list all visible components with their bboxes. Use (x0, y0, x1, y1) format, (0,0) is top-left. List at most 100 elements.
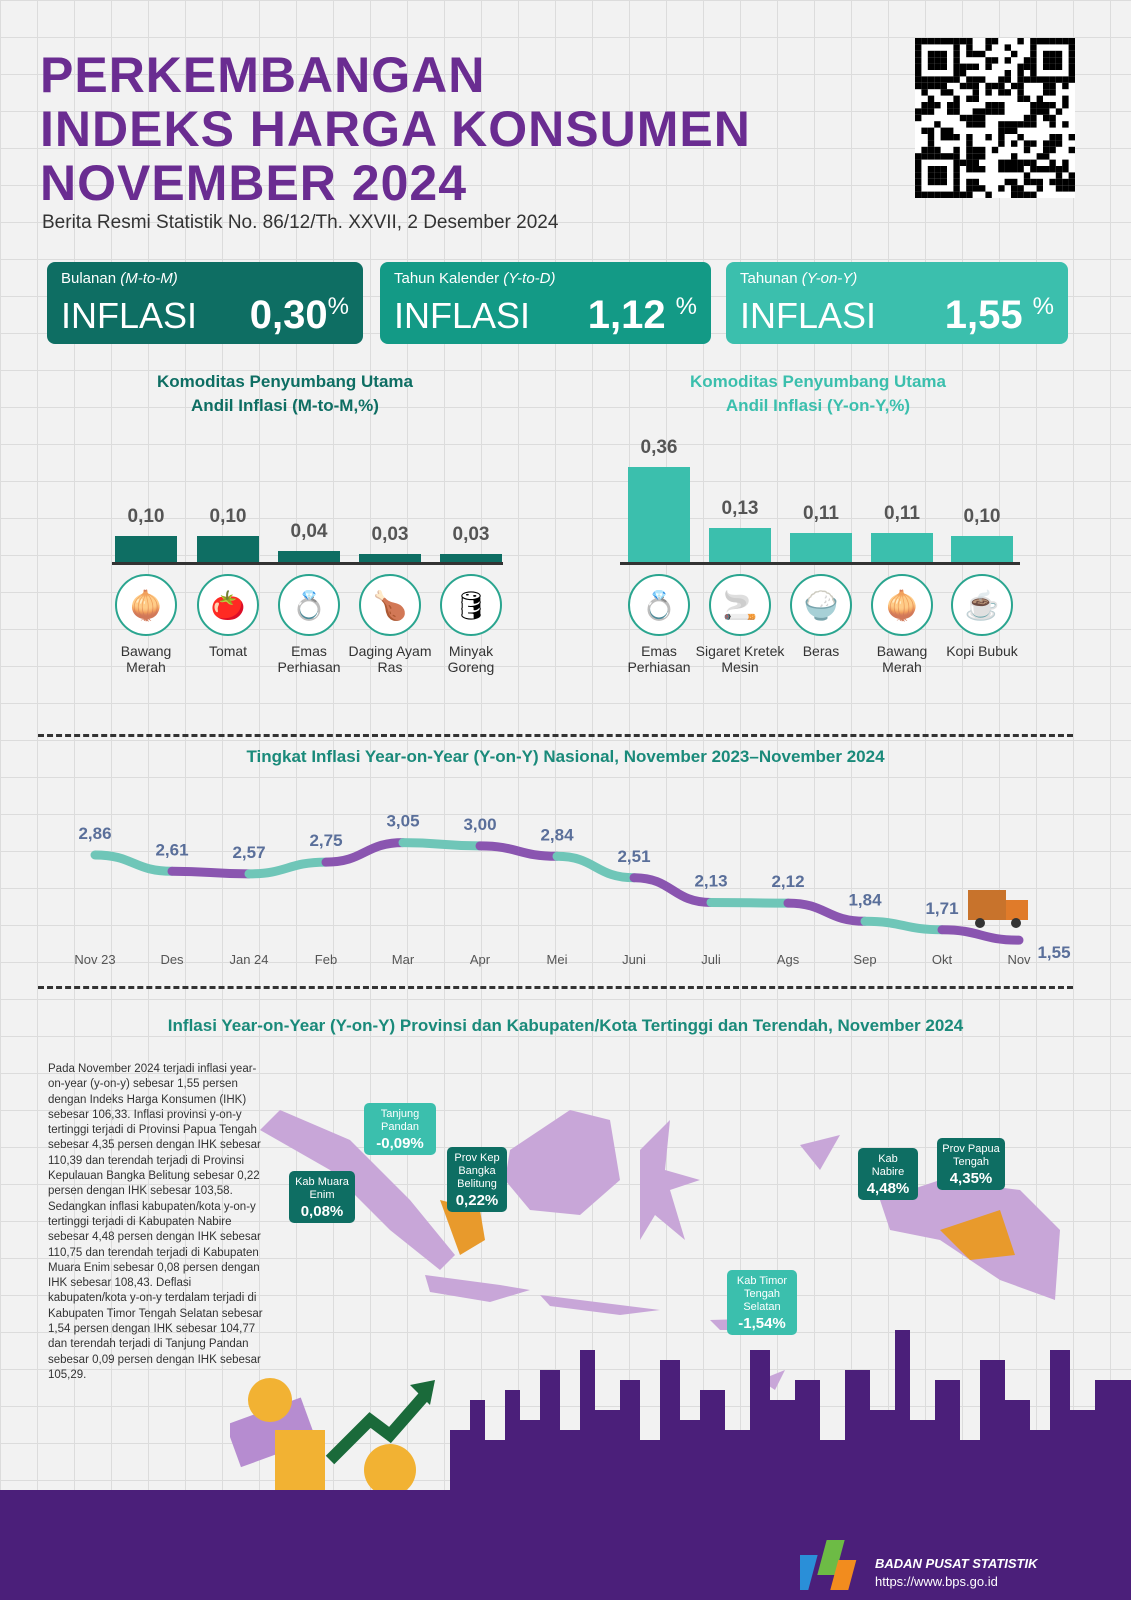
bar-value-label: 0,11 (803, 502, 839, 524)
rice-icon: 🍚 (790, 574, 852, 636)
bar (628, 466, 690, 562)
cigarette-icon: 🚬 (709, 574, 771, 636)
coffee-icon: ☕ (951, 574, 1013, 636)
yoy-chart-title: Komoditas Penyumbang Utama Andil Inflasi … (690, 372, 946, 415)
subtitle: Berita Resmi Statistik No. 86/12/Th. XXV… (42, 212, 559, 233)
x-tick-label: Juli (701, 952, 721, 967)
chicken-icon: 🍗 (359, 574, 421, 636)
x-tick-label: Des (160, 952, 184, 967)
line-segment (244, 857, 331, 879)
footer-band (0, 1490, 1131, 1600)
qr-code-icon[interactable] (915, 38, 1075, 198)
footer-org: BADAN PUSAT STATISTIK (875, 1556, 1038, 1571)
card-label: Bulanan (61, 270, 117, 287)
bar-value-label: 0,10 (127, 505, 165, 527)
bar (359, 554, 421, 562)
oil-icon: 🛢 (440, 574, 502, 636)
mtm-chart-title: Komoditas Penyumbang Utama Andil Inflasi … (157, 372, 413, 415)
line-segment (783, 898, 870, 926)
title-line: PERKEMBANGAN (40, 47, 486, 103)
line-segment (629, 873, 716, 907)
bar-category-label: Tomat (208, 643, 248, 659)
bar-value-label: 0,11 (884, 502, 920, 524)
bar-value-label: 0,36 (640, 436, 678, 458)
onion-icon: 🧅 (871, 574, 933, 636)
bar-value-label: 0,04 (290, 521, 328, 543)
bar-value-label: 0,10 (209, 505, 247, 527)
callout-nabire: Kab Nabire 4,48% (858, 1148, 918, 1200)
point-label: 2,12 (771, 872, 804, 891)
line-segment (321, 838, 408, 867)
description-paragraph: Pada November 2024 terjadi inflasi year-… (48, 1063, 263, 1381)
callout-timor-tengah-selatan: Kab Timor Tengah Selatan -1,54% (727, 1270, 797, 1335)
page-title: PERKEMBANGAN INDEKS HARGA KONSUMEN NOVEM… (40, 48, 751, 210)
card-word: INFLASI (394, 295, 531, 336)
point-label: 2,57 (232, 843, 265, 862)
line-segment (398, 838, 485, 851)
card-ytd: Tahun Kalender (Y-to-D) INFLASI 1,12 % (380, 262, 711, 344)
x-tick-label: Mei (547, 952, 568, 967)
point-label: 1,84 (848, 890, 882, 909)
title-line: NOVEMBER 2024 (40, 155, 468, 211)
x-tick-label: Feb (315, 952, 337, 967)
point-label: 2,84 (540, 825, 574, 844)
callout-tanjung-pandan: Tanjung Pandan -0,09% (364, 1103, 436, 1155)
line-segment (860, 916, 947, 935)
bar-category-label: Sigaret Kretek Mesin (695, 643, 785, 675)
bar (871, 532, 933, 562)
x-tick-label: Jan 24 (229, 952, 268, 967)
line-segment (552, 851, 639, 883)
bar-category-label: Bawang Merah (120, 643, 172, 675)
x-tick-label: Okt (932, 952, 953, 967)
jewelry-icon: 💍 (278, 574, 340, 636)
card-unit: % (675, 293, 697, 320)
bar-category-label: Emas Perhiasan (277, 643, 341, 675)
bps-logo-icon[interactable] (800, 1535, 870, 1595)
card-value: 0,30 (249, 293, 328, 337)
point-label: 2,86 (78, 824, 111, 843)
bar-category-label: Emas Perhiasan (627, 643, 691, 675)
indonesia-map (260, 1110, 1060, 1390)
line-segment (475, 841, 562, 861)
point-label: 3,05 (386, 812, 419, 831)
x-tick-label: Nov (1007, 952, 1031, 967)
bar-category-label: Kopi Bubuk (946, 643, 1018, 659)
x-tick-label: Juni (622, 952, 646, 967)
point-label: 2,51 (617, 847, 650, 866)
x-tick-label: Ags (777, 952, 800, 967)
bar (278, 551, 340, 562)
point-label: 3,00 (463, 815, 496, 834)
point-label: 2,13 (694, 871, 727, 890)
truck-icon (968, 890, 1028, 928)
x-tick-label: Apr (470, 952, 491, 967)
bar-axis (620, 562, 1020, 565)
card-unit: % (1032, 293, 1054, 320)
point-label: 2,75 (309, 831, 342, 850)
footer-url[interactable]: https://www.bps.go.id (875, 1574, 998, 1589)
bar-value-label: 0,10 (963, 505, 1001, 527)
line-chart: 2,86 Nov 23 2,61 Des 2,57 Jan 24 2,75 Feb 3,05 Ma… (74, 812, 1070, 967)
x-tick-label: Mar (392, 952, 415, 967)
callout-bangka-belitung: Prov Kep Bangka Belitung 0,22% (447, 1147, 507, 1212)
card-word: INFLASI (61, 295, 198, 336)
card-label: Tahun Kalender (394, 270, 500, 287)
title-line: INDEKS HARGA KONSUMEN (40, 101, 751, 157)
line-segment (706, 897, 793, 908)
callout-muara-enim: Kab Muara Enim 0,08% (289, 1171, 355, 1223)
line-segment (167, 866, 254, 879)
point-label: 2,61 (155, 840, 188, 859)
bar (115, 535, 177, 562)
card-word: INFLASI (740, 295, 877, 336)
divider (38, 986, 1073, 989)
onion-icon: 🧅 (115, 574, 177, 636)
tomato-icon: 🍅 (197, 574, 259, 636)
divider (38, 734, 1073, 737)
money-growth-icon (230, 1378, 435, 1500)
x-tick-label: Sep (853, 952, 876, 967)
bar-category-label: Bawang Merah (876, 643, 928, 675)
card-label-italic: (Y-to-D) (503, 270, 556, 287)
city-skyline (450, 1330, 1131, 1490)
x-tick-label: Nov 23 (74, 952, 115, 967)
card-yoy: Tahunan (Y-on-Y) INFLASI 1,55 % (726, 262, 1068, 344)
bar-value-label: 0,03 (371, 524, 409, 546)
